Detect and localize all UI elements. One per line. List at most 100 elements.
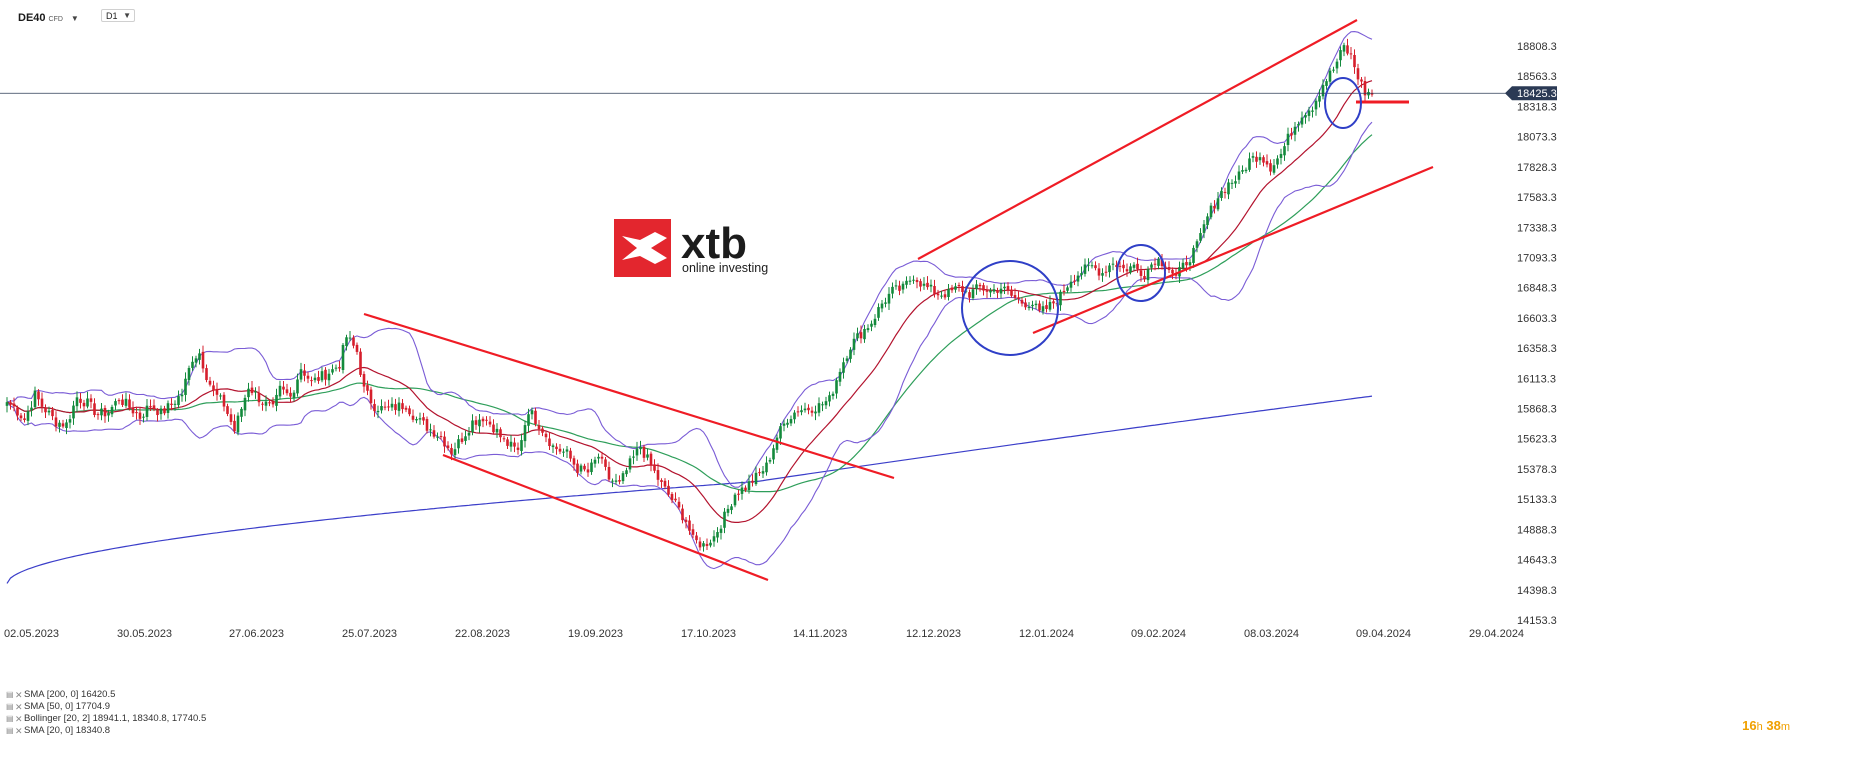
candle-body [978, 284, 982, 287]
indicator-settings-icon[interactable]: ▤ [6, 690, 14, 699]
candle-body [12, 403, 16, 407]
candle-body [723, 511, 726, 528]
candle-body [464, 436, 467, 441]
candle-body [352, 337, 355, 346]
candle-body [1335, 61, 1339, 69]
candle-body [562, 451, 565, 453]
candle-body [103, 407, 107, 417]
candle-body [1237, 171, 1241, 180]
candle-body [870, 323, 873, 327]
candle-countdown: 16h 38m [1742, 718, 1790, 733]
remove-indicator-icon[interactable]: ✕ [15, 690, 23, 700]
candle-body [884, 302, 887, 304]
candle-body [656, 470, 660, 480]
symbol-header[interactable]: DE40 CFD ▼ [18, 10, 79, 26]
candle-body [604, 459, 607, 467]
candle-body [1286, 133, 1290, 145]
candle-body [1202, 224, 1206, 233]
candle-body [565, 449, 569, 452]
candle-body [334, 367, 338, 369]
candle-body [828, 395, 831, 402]
candle-body [61, 423, 65, 427]
candle-body [1265, 161, 1269, 165]
y-tick-label: 18808.3 [1517, 41, 1557, 53]
candle-body [530, 410, 534, 415]
candle-body [114, 401, 117, 406]
legend-item[interactable]: ▤ ✕ SMA [20, 0] 18340.8 [6, 725, 206, 737]
candle-body [110, 406, 114, 415]
candle-body [1230, 182, 1234, 184]
candle-body [79, 398, 82, 403]
candle-body [257, 392, 261, 403]
y-tick-label: 14888.3 [1517, 524, 1557, 536]
candle-body [177, 396, 180, 406]
candle-body [1209, 205, 1213, 218]
candle-body [859, 332, 863, 339]
legend-text: SMA [50, 0] 17704.9 [24, 701, 111, 712]
candle-body [1059, 291, 1062, 306]
candle-body [145, 405, 149, 417]
candle-body [1276, 158, 1279, 165]
candle-body [397, 402, 401, 411]
timeframe-select[interactable]: D1 ▼ [101, 9, 135, 22]
candle-body [205, 368, 208, 381]
candle-body [607, 466, 611, 480]
indicator-settings-icon[interactable]: ▤ [6, 726, 14, 735]
y-tick-label: 17828.3 [1517, 162, 1557, 174]
candle-body [1311, 110, 1314, 112]
candle-body [639, 447, 642, 450]
candle-body [485, 419, 488, 421]
x-tick-label: 25.07.2023 [342, 628, 397, 640]
remove-indicator-icon[interactable]: ✕ [15, 702, 23, 712]
candle-body [1353, 54, 1356, 68]
candle-body [894, 285, 898, 287]
timeframe-label: D1 [106, 11, 118, 21]
legend-item[interactable]: ▤ ✕ SMA [200, 0] 16420.5 [6, 689, 206, 701]
remove-indicator-icon[interactable]: ✕ [15, 726, 23, 736]
candle-body [968, 292, 971, 298]
timeframe-dropdown-icon[interactable]: ▼ [123, 11, 131, 20]
candle-body [453, 449, 457, 456]
indicator-settings-icon[interactable]: ▤ [6, 714, 14, 723]
remove-indicator-icon[interactable]: ✕ [15, 714, 23, 724]
candle-body [660, 480, 663, 482]
candle-body [716, 532, 719, 538]
candle-body [1101, 273, 1104, 276]
candle-body [996, 290, 999, 293]
candle-body [19, 415, 23, 419]
legend-item[interactable]: ▤ ✕ Bollinger [20, 2] 18941.1, 18340.8, 17… [6, 713, 206, 725]
candle-body [908, 280, 912, 282]
candle-body [268, 402, 271, 404]
candle-body [474, 420, 478, 425]
candle-body [1216, 198, 1220, 210]
symbol-dropdown-icon[interactable]: ▼ [70, 13, 79, 23]
candle-body [681, 508, 684, 521]
candle-body [800, 410, 803, 413]
candle-body [555, 446, 558, 450]
candle-body [737, 493, 740, 495]
legend-item[interactable]: ▤ ✕ SMA [50, 0] 17704.9 [6, 701, 206, 713]
candle-body [135, 412, 138, 414]
candle-body [369, 389, 373, 404]
candle-body [597, 456, 600, 459]
candle-body [747, 481, 751, 491]
candle-body [37, 391, 40, 400]
candle-body [779, 426, 782, 439]
candle-body [1321, 84, 1325, 97]
candle-body [163, 408, 166, 414]
candle-body [355, 344, 359, 352]
candle-body [705, 543, 709, 546]
candle-body [856, 333, 859, 339]
candle-body [180, 394, 184, 397]
indicator-settings-icon[interactable]: ▤ [6, 702, 14, 711]
candle-body [243, 397, 247, 411]
candle-body [488, 421, 492, 425]
y-tick-label: 17093.3 [1517, 252, 1557, 264]
candle-body [1006, 286, 1010, 291]
candle-body [971, 289, 975, 299]
candle-body [548, 438, 551, 447]
candle-body [1346, 45, 1349, 54]
